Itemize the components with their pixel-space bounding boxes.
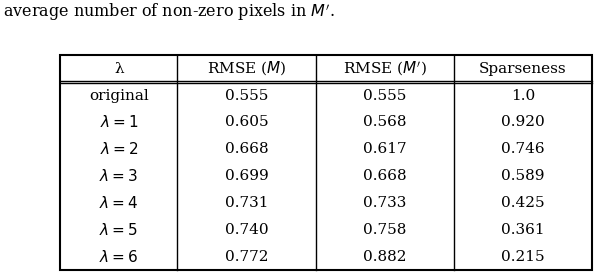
Text: 0.555: 0.555 xyxy=(225,89,268,103)
Text: 0.215: 0.215 xyxy=(501,250,545,264)
Text: $\lambda = 1$: $\lambda = 1$ xyxy=(100,115,138,131)
Text: 0.361: 0.361 xyxy=(501,223,545,237)
Text: 0.772: 0.772 xyxy=(225,250,268,264)
Text: 0.882: 0.882 xyxy=(363,250,406,264)
Text: 0.568: 0.568 xyxy=(363,115,406,129)
Text: 0.555: 0.555 xyxy=(363,89,406,103)
Text: 0.731: 0.731 xyxy=(225,196,268,210)
Text: 0.668: 0.668 xyxy=(225,142,268,156)
Text: 0.589: 0.589 xyxy=(501,169,545,183)
Text: 0.605: 0.605 xyxy=(225,115,268,129)
Text: RMSE ($M'$): RMSE ($M'$) xyxy=(342,60,426,78)
Text: RMSE ($M$): RMSE ($M$) xyxy=(207,60,286,78)
Text: average number of non-zero pixels in $M'$.: average number of non-zero pixels in $M'… xyxy=(3,1,335,23)
Text: $\lambda = 2$: $\lambda = 2$ xyxy=(100,141,138,157)
Text: Sparseness: Sparseness xyxy=(479,62,567,76)
Text: 0.699: 0.699 xyxy=(225,169,268,183)
Text: 0.758: 0.758 xyxy=(363,223,406,237)
Text: original: original xyxy=(89,89,149,103)
Text: 0.617: 0.617 xyxy=(363,142,406,156)
Text: 0.668: 0.668 xyxy=(363,169,406,183)
Text: 0.425: 0.425 xyxy=(501,196,545,210)
Text: 0.740: 0.740 xyxy=(225,223,268,237)
Text: 0.920: 0.920 xyxy=(501,115,545,129)
Text: $\lambda = 3$: $\lambda = 3$ xyxy=(100,168,138,184)
Text: 0.746: 0.746 xyxy=(501,142,545,156)
Text: 1.0: 1.0 xyxy=(511,89,535,103)
Text: $\lambda = 6$: $\lambda = 6$ xyxy=(99,249,138,265)
Text: $\lambda = 4$: $\lambda = 4$ xyxy=(99,195,138,211)
Text: λ: λ xyxy=(114,62,124,76)
Text: 0.733: 0.733 xyxy=(363,196,406,210)
Text: $\lambda = 5$: $\lambda = 5$ xyxy=(100,222,138,238)
